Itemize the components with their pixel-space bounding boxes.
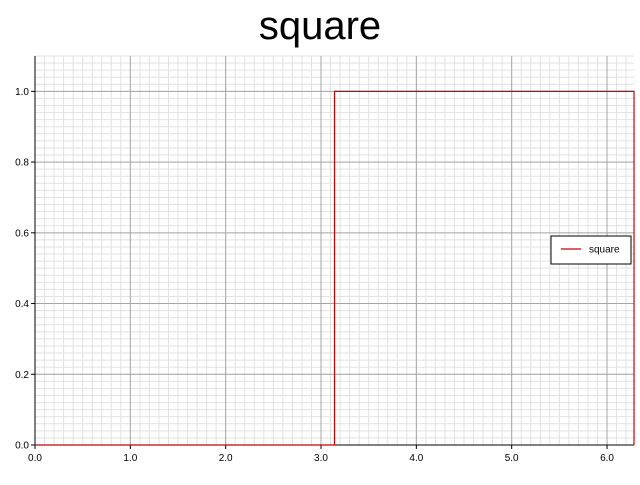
x-tick-label: 6.0 (600, 453, 614, 464)
x-tick-label: 1.0 (123, 453, 137, 464)
x-tick-label: 4.0 (409, 453, 423, 464)
x-tick-label: 3.0 (314, 453, 328, 464)
y-tick-label: 0.0 (15, 441, 29, 452)
x-tick-label: 2.0 (219, 453, 233, 464)
y-tick-label: 1.0 (15, 87, 29, 98)
y-tick-label: 0.2 (15, 370, 29, 381)
x-tick-label: 0.0 (28, 453, 42, 464)
x-tick-label: 5.0 (505, 453, 519, 464)
series-line-square (35, 90, 635, 446)
y-tick-label: 0.6 (15, 228, 29, 239)
legend-box (550, 235, 632, 265)
y-tick-label: 0.8 (15, 158, 29, 169)
y-tick-label: 0.4 (15, 299, 29, 310)
chart-title: square (258, 4, 382, 48)
legend-label: square (589, 245, 620, 256)
